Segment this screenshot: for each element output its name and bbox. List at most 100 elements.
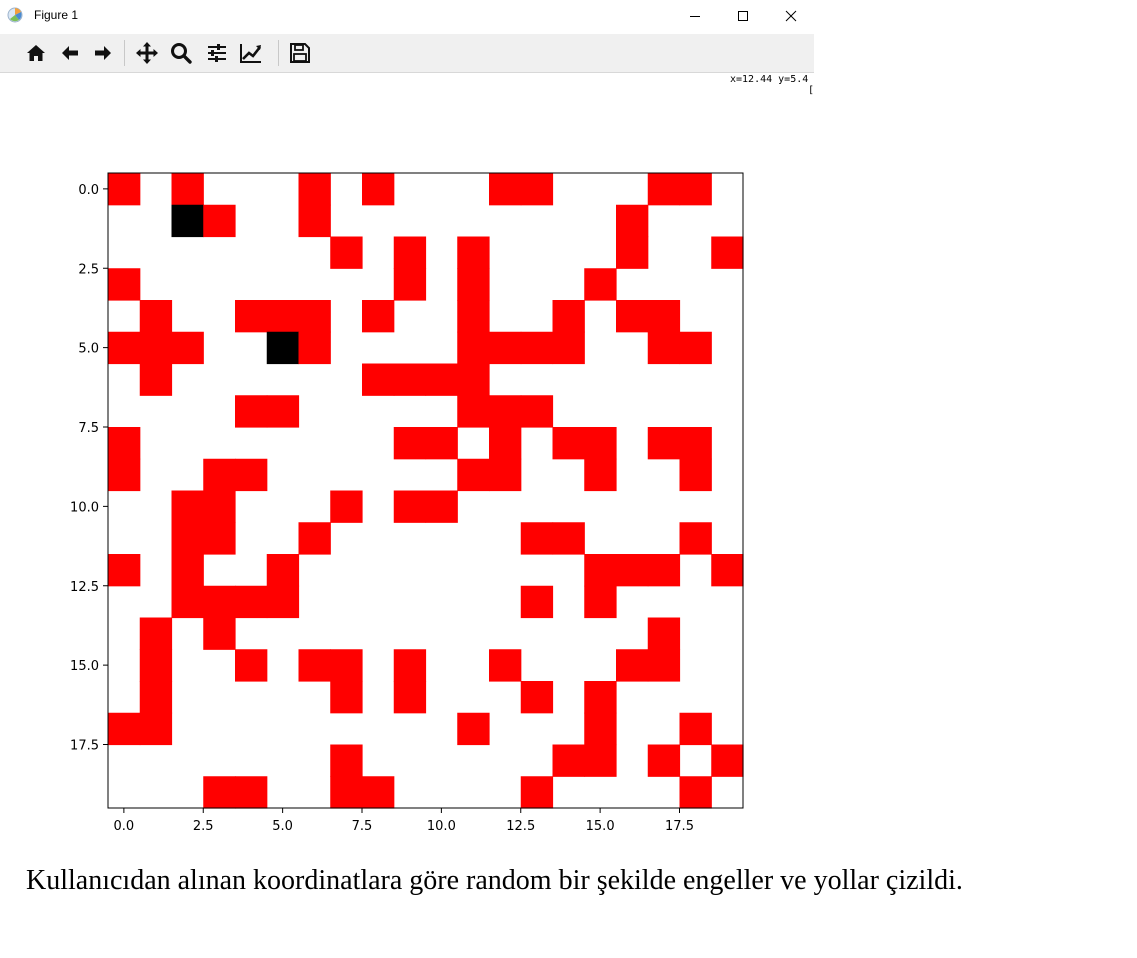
obstacle-cell [235, 585, 268, 619]
arrow-left-icon [62, 46, 78, 60]
save-button[interactable] [286, 39, 314, 67]
obstacle-cell [647, 173, 681, 206]
sliders-icon [208, 44, 226, 62]
home-button[interactable] [22, 39, 50, 67]
subplots-button[interactable] [203, 39, 231, 67]
obstacle-cell [139, 649, 173, 682]
obstacle-cell [520, 681, 554, 714]
obstacle-cell [616, 649, 649, 682]
obstacle-cell [425, 427, 458, 460]
toolbar-separator [124, 40, 125, 66]
obstacle-cell [362, 363, 395, 396]
obstacle-cell [171, 331, 204, 365]
window-titlebar: Figure 1 [0, 0, 814, 32]
obstacle-cell [235, 395, 268, 428]
obstacle-cell [330, 776, 363, 809]
y-tick-label: 10.0 [70, 500, 99, 515]
obstacle-cell [298, 204, 331, 238]
obstacle-cell [203, 617, 236, 650]
obstacle-cell [679, 331, 712, 365]
axes-button[interactable] [237, 39, 265, 67]
back-button[interactable] [56, 39, 84, 67]
obstacle-cell [330, 649, 363, 682]
chart-line-icon [240, 44, 262, 63]
obstacle-cell [679, 458, 712, 492]
obstacle-cell [647, 427, 681, 460]
obstacle-cell [266, 554, 300, 587]
obstacle-cell [203, 490, 236, 523]
obstacle-cell [679, 427, 712, 460]
obstacle-cell [393, 268, 427, 301]
obstacle-cell [584, 585, 617, 619]
obstacle-cell [203, 458, 236, 492]
search-icon [171, 43, 192, 64]
obstacle-cell [393, 427, 427, 460]
obstacle-cell [393, 681, 427, 714]
obstacle-cell [425, 490, 458, 523]
matplotlib-icon [7, 7, 23, 23]
obstacle-cell [489, 427, 522, 460]
obstacle-cell [489, 395, 522, 428]
obstacle-cell [108, 427, 141, 460]
obstacle-cell [108, 712, 141, 746]
maximize-button[interactable] [720, 0, 766, 32]
obstacle-cell [203, 585, 236, 619]
minimize-button[interactable] [672, 0, 718, 32]
obstacle-cell [711, 744, 744, 777]
cursor-coordinates: x=12.44 y=5.4 [730, 74, 809, 85]
obstacle-cell [520, 776, 554, 809]
obstacle-cell [362, 776, 395, 809]
obstacle-cell [108, 458, 141, 492]
obstacle-cell [108, 268, 141, 301]
zoom-button[interactable] [167, 39, 195, 67]
close-button[interactable] [768, 0, 814, 32]
obstacle-cell [552, 331, 585, 365]
home-icon [27, 45, 45, 61]
obstacle-cell [139, 300, 173, 333]
obstacle-cell [171, 490, 204, 523]
navigation-toolbar: x=12.44 y=5.4 [ [0, 34, 814, 96]
y-tick-label: 12.5 [70, 580, 99, 595]
obstacle-cell [235, 458, 268, 492]
pan-button[interactable] [133, 39, 161, 67]
obstacle-cell [679, 173, 712, 206]
obstacle-cell [552, 522, 585, 555]
heatmap-grid [108, 173, 744, 809]
obstacle-cell [108, 173, 141, 206]
obstacle-cell [584, 427, 617, 460]
obstacle-cell [457, 331, 490, 365]
figure-canvas[interactable]: 0.0 2.5 5.0 7.5 10.0 12.5 15.0 17.5 0.0 2.5 5.0 7.… [0, 74, 814, 844]
obstacle-cell [266, 585, 300, 619]
y-tick-label: 5.0 [78, 342, 99, 357]
obstacle-cell [235, 649, 268, 682]
obstacle-cell [457, 236, 490, 269]
obstacle-cell [584, 458, 617, 492]
window-title: Figure 1 [34, 8, 79, 22]
obstacle-cell [171, 585, 204, 619]
obstacle-cell [520, 395, 554, 428]
obstacle-cell [203, 204, 236, 238]
obstacle-cell [552, 427, 585, 460]
obstacle-cell [393, 490, 427, 523]
obstacle-cell [616, 204, 649, 238]
obstacle-cell [489, 458, 522, 492]
obstacle-cell [139, 681, 173, 714]
obstacle-cell [457, 395, 490, 428]
obstacle-cell [330, 236, 363, 269]
obstacle-cell [298, 331, 331, 365]
y-tick-label: 15.0 [70, 659, 99, 674]
obstacle-cell [679, 776, 712, 809]
x-tick-label: 15.0 [586, 819, 615, 834]
obstacle-cell [616, 554, 649, 587]
obstacle-cell [362, 300, 395, 333]
obstacle-cell [171, 554, 204, 587]
forward-button[interactable] [89, 39, 117, 67]
obstacle-cell [330, 490, 363, 523]
x-tick-label: 0.0 [114, 819, 135, 834]
obstacle-cell [647, 300, 681, 333]
x-tick-label: 5.0 [272, 819, 293, 834]
obstacle-cell [711, 236, 744, 269]
obstacle-cell [266, 300, 300, 333]
obstacle-cell [139, 617, 173, 650]
obstacle-cell [393, 236, 427, 269]
